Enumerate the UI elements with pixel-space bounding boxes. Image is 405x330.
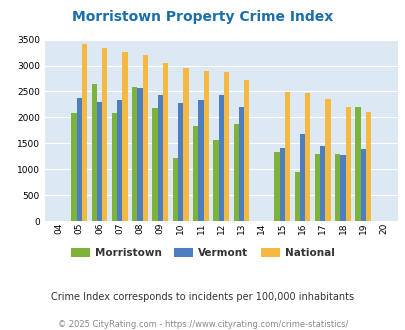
Bar: [77, 98, 81, 221]
Bar: [360, 149, 365, 221]
Bar: [299, 135, 305, 221]
Bar: [71, 113, 77, 221]
Legend: Morristown, Vermont, National: Morristown, Vermont, National: [67, 244, 338, 262]
Bar: [355, 107, 360, 221]
Bar: [132, 87, 137, 221]
Bar: [122, 51, 127, 221]
Bar: [143, 55, 147, 221]
Bar: [218, 95, 224, 221]
Bar: [183, 68, 188, 221]
Bar: [345, 107, 350, 221]
Bar: [335, 154, 340, 221]
Bar: [137, 88, 143, 221]
Bar: [162, 63, 168, 221]
Bar: [294, 172, 299, 221]
Text: © 2025 CityRating.com - https://www.cityrating.com/crime-statistics/: © 2025 CityRating.com - https://www.city…: [58, 320, 347, 329]
Bar: [340, 155, 345, 221]
Bar: [244, 80, 249, 221]
Bar: [274, 152, 279, 221]
Text: Morristown Property Crime Index: Morristown Property Crime Index: [72, 10, 333, 24]
Bar: [193, 126, 198, 221]
Bar: [320, 146, 325, 221]
Bar: [325, 99, 330, 221]
Bar: [158, 95, 163, 221]
Bar: [203, 71, 209, 221]
Bar: [117, 100, 122, 221]
Bar: [224, 72, 228, 221]
Bar: [102, 48, 107, 221]
Bar: [305, 93, 309, 221]
Bar: [314, 154, 320, 221]
Bar: [112, 113, 117, 221]
Bar: [238, 107, 244, 221]
Bar: [97, 102, 102, 221]
Bar: [81, 44, 87, 221]
Bar: [198, 100, 203, 221]
Bar: [152, 108, 157, 221]
Bar: [233, 124, 238, 221]
Bar: [279, 148, 284, 221]
Bar: [284, 92, 289, 221]
Bar: [213, 140, 218, 221]
Bar: [173, 158, 177, 221]
Bar: [365, 112, 371, 221]
Text: Crime Index corresponds to incidents per 100,000 inhabitants: Crime Index corresponds to incidents per…: [51, 292, 354, 302]
Bar: [177, 103, 183, 221]
Bar: [92, 84, 97, 221]
